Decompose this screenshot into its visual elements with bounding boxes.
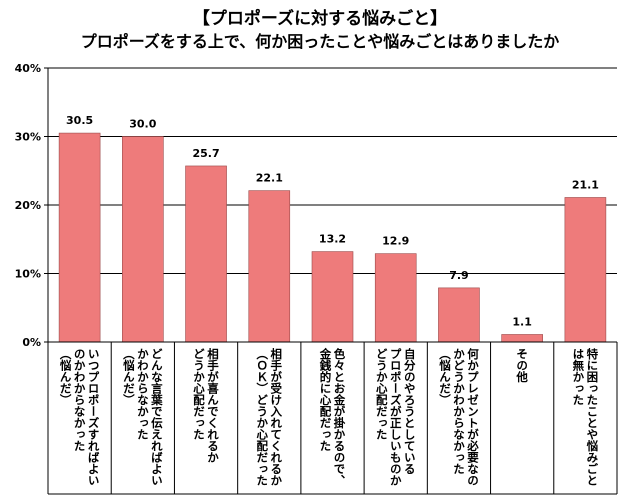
category-label: （ＯＫ）どうか心配だった [255,348,269,486]
value-label: 7.9 [449,269,469,282]
category-label: 特に困ったことや悩みごと [585,347,599,486]
category-label: 色々とお金が掛かるので、 [333,347,347,486]
value-label: 22.1 [256,172,283,185]
category-label: かわからなかった [136,348,150,440]
chart-title: 【プロポーズに対する悩みごと】 [192,9,448,29]
bar [438,287,480,343]
category-label: （悩んだ） [122,348,136,406]
value-label: 30.5 [66,114,93,127]
bar [374,253,417,343]
category-label: 何かプレゼントが必要なの [466,347,480,486]
category-label: どんな言葉で伝えればよい [150,348,164,486]
value-label: 1.1 [512,315,532,328]
bar [501,334,543,343]
category-label: （悩んだ） [438,348,452,406]
category-label: は無かった [571,348,585,406]
category-label: （悩んだ） [59,348,73,406]
bar [122,136,164,343]
value-label: 30.0 [129,118,156,131]
category-label: 相手が喜んでくれるか [206,347,220,463]
category-label: 相手が受け入れてくれるか [269,347,283,486]
y-tick-label: 30% [15,131,41,144]
value-label: 13.2 [319,233,346,246]
value-label: 25.7 [192,147,219,160]
bar [58,132,101,343]
category-label: どうか心配だった [375,348,389,440]
value-label: 12.9 [382,235,409,248]
bar [311,251,354,343]
category-label: その他 [515,348,529,383]
bar [185,165,227,343]
bar [248,190,291,343]
category-label: プロポーズが正しいものか [389,348,403,486]
bar [564,197,607,343]
y-tick-label: 10% [15,268,41,281]
category-label: どうか心配だった [192,348,206,440]
category-label: 金銭的に心配だった [319,347,333,451]
y-tick-label: 20% [15,199,41,212]
y-tick-label: 0% [22,336,41,349]
category-label: かどうかわからなかった [452,348,466,475]
chart-subtitle: プロポーズをする上で、何か困ったことや悩みごとはありましたか [80,32,560,51]
category-label: いつプロポーズすればよい [87,348,101,486]
category-label: 自分のやろうとしている [403,347,417,475]
category-label: のかわからなかった [73,348,87,452]
y-tick-label: 40% [15,62,41,75]
value-label: 21.1 [572,178,599,191]
